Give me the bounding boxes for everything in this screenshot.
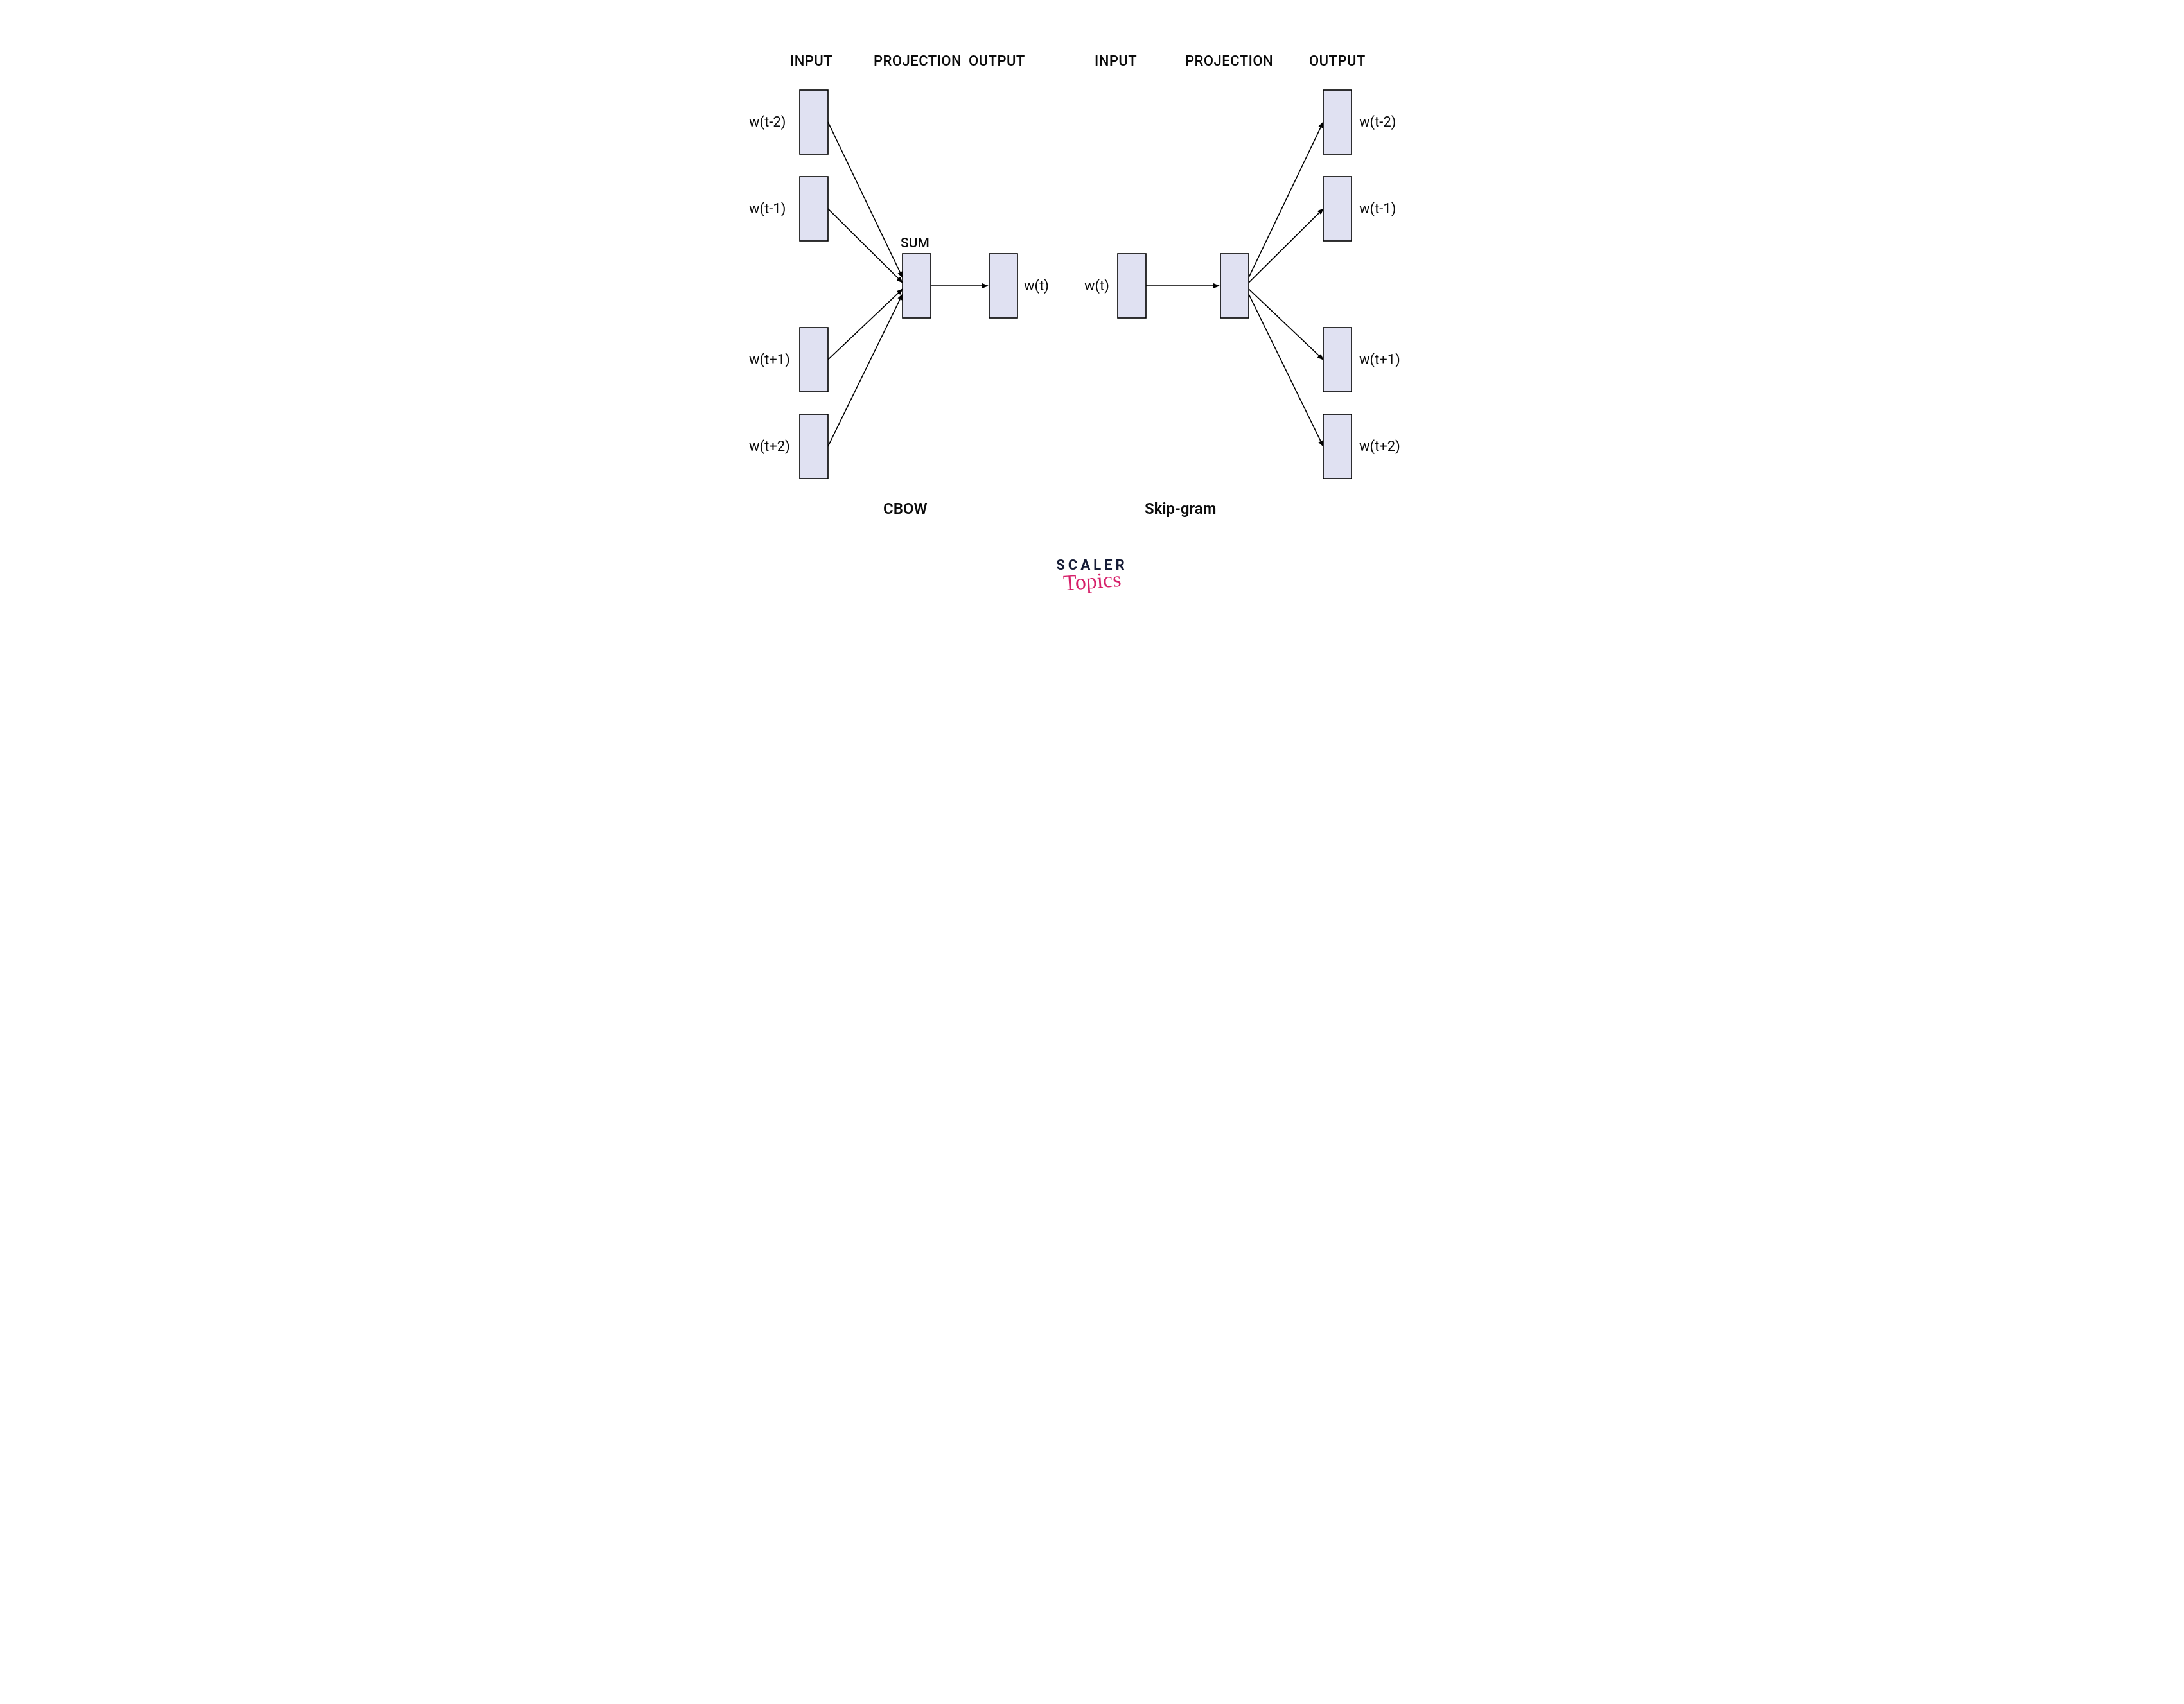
sg-input-label: w(t) <box>1084 278 1109 294</box>
arrows-and-boxes-svg <box>687 0 1497 631</box>
cbow-input-label-2: w(t+1) <box>749 352 790 368</box>
cbow-arrow-in3 <box>828 294 903 446</box>
sg-output-label-0: w(t-2) <box>1359 114 1396 130</box>
sg-output-label-1: w(t-1) <box>1359 201 1396 217</box>
cbow-input-box-1 <box>800 177 828 241</box>
sg-projection-box <box>1220 254 1249 318</box>
sg-output-label-2: w(t+1) <box>1359 352 1400 368</box>
logo-line2: Topics <box>1062 568 1122 596</box>
sg-output-box-3 <box>1323 414 1352 479</box>
cbow-arrow-in2 <box>828 289 903 360</box>
sg-output-label-3: w(t+2) <box>1359 439 1400 455</box>
cbow-input-label-3: w(t+2) <box>749 439 790 455</box>
cbow-input-box-2 <box>800 328 828 392</box>
cbow-input-box-3 <box>800 414 828 479</box>
sg-arrow-out2 <box>1249 289 1323 360</box>
cbow-projection-box <box>903 254 931 318</box>
cbow-input-box-0 <box>800 90 828 154</box>
cbow-output-box <box>989 254 1017 318</box>
cbow-header-projection: PROJECTION <box>874 53 962 69</box>
sg-output-box-0 <box>1323 90 1352 154</box>
cbow-header-input: INPUT <box>790 53 832 69</box>
sg-arrow-out0 <box>1249 122 1323 277</box>
cbow-arrow-in1 <box>828 209 903 283</box>
sg-header-output: OUTPUT <box>1309 53 1366 69</box>
sg-input-box <box>1118 254 1146 318</box>
sg-header-input: INPUT <box>1095 53 1137 69</box>
sg-arrow-out1 <box>1249 209 1323 283</box>
cbow-sum-label: SUM <box>901 236 929 251</box>
sg-header-projection: PROJECTION <box>1185 53 1273 69</box>
cbow-input-label-1: w(t-1) <box>749 201 786 217</box>
diagram-canvas: INPUT PROJECTION OUTPUT w(t-2) w(t-1) w(… <box>687 0 1497 631</box>
cbow-title: CBOW <box>883 500 928 518</box>
sg-output-box-1 <box>1323 177 1352 241</box>
sg-title: Skip-gram <box>1145 500 1216 518</box>
sg-output-box-2 <box>1323 328 1352 392</box>
cbow-header-output: OUTPUT <box>969 53 1025 69</box>
sg-arrow-out3 <box>1249 294 1323 446</box>
scaler-topics-logo: SCALER Topics <box>1056 558 1127 598</box>
cbow-arrow-in0 <box>828 122 903 277</box>
cbow-output-label: w(t) <box>1024 278 1049 294</box>
cbow-input-label-0: w(t-2) <box>749 114 786 130</box>
